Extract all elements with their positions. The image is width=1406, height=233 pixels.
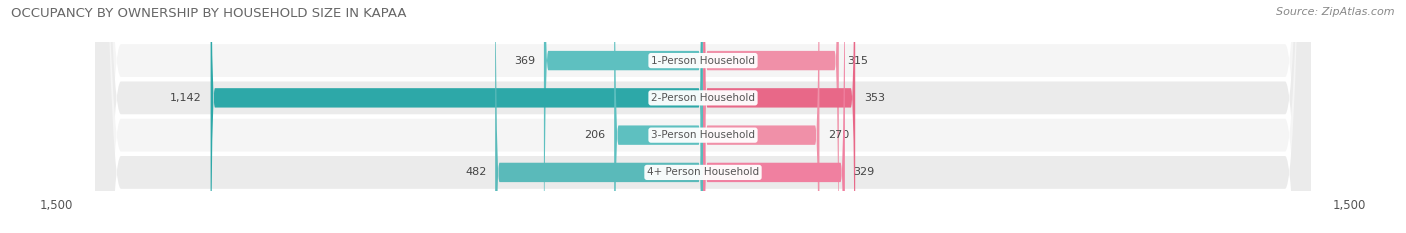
Text: 1,142: 1,142 [170, 93, 202, 103]
FancyBboxPatch shape [544, 0, 703, 233]
FancyBboxPatch shape [703, 0, 839, 233]
Text: 3-Person Household: 3-Person Household [651, 130, 755, 140]
Text: 315: 315 [848, 56, 869, 65]
FancyBboxPatch shape [211, 0, 703, 233]
Text: 353: 353 [863, 93, 884, 103]
FancyBboxPatch shape [495, 0, 703, 233]
FancyBboxPatch shape [96, 0, 1310, 233]
Text: Source: ZipAtlas.com: Source: ZipAtlas.com [1277, 7, 1395, 17]
FancyBboxPatch shape [96, 0, 1310, 233]
FancyBboxPatch shape [96, 0, 1310, 233]
FancyBboxPatch shape [96, 0, 1310, 233]
FancyBboxPatch shape [703, 0, 845, 233]
FancyBboxPatch shape [703, 0, 820, 233]
Text: 270: 270 [828, 130, 849, 140]
Text: 369: 369 [515, 56, 536, 65]
Text: 1-Person Household: 1-Person Household [651, 56, 755, 65]
Text: OCCUPANCY BY OWNERSHIP BY HOUSEHOLD SIZE IN KAPAA: OCCUPANCY BY OWNERSHIP BY HOUSEHOLD SIZE… [11, 7, 406, 20]
Text: 206: 206 [585, 130, 606, 140]
FancyBboxPatch shape [703, 0, 855, 233]
Text: 329: 329 [853, 168, 875, 177]
Text: 4+ Person Household: 4+ Person Household [647, 168, 759, 177]
Text: 482: 482 [465, 168, 486, 177]
FancyBboxPatch shape [614, 0, 703, 233]
Text: 2-Person Household: 2-Person Household [651, 93, 755, 103]
